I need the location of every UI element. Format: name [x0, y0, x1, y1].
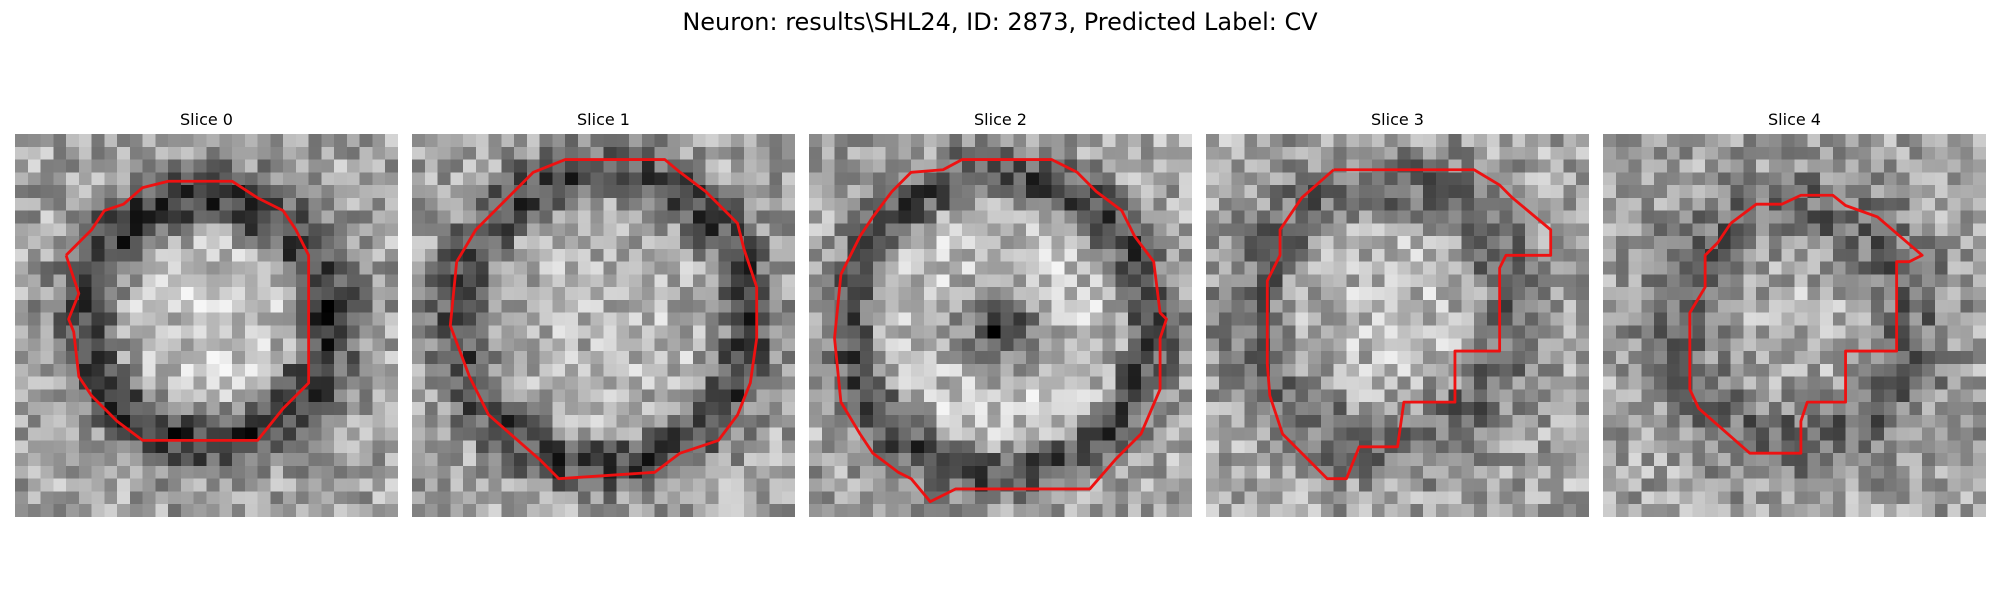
slice-panel-0: Slice 0 — [15, 110, 398, 517]
slice-title: Slice 4 — [1768, 110, 1821, 129]
slice-image — [15, 134, 398, 517]
figure-title: Neuron: results\SHL24, ID: 2873, Predict… — [682, 8, 1318, 36]
slice-title: Slice 1 — [577, 110, 630, 129]
segmentation-contour — [64, 179, 311, 442]
slice-panel-4: Slice 4 — [1603, 110, 1986, 517]
slice-image — [1603, 134, 1986, 517]
slice-image — [412, 134, 795, 517]
segmentation-contour — [448, 158, 759, 481]
slice-panel-2: Slice 2 — [809, 110, 1192, 517]
slice-image — [1206, 134, 1589, 517]
slice-title: Slice 0 — [180, 110, 233, 129]
segmentation-contour — [1265, 168, 1553, 481]
slice-image — [809, 134, 1192, 517]
slice-panel-1: Slice 1 — [412, 110, 795, 517]
slice-title: Slice 3 — [1371, 110, 1424, 129]
segmentation-contour — [1688, 193, 1924, 455]
segmentation-contour — [833, 158, 1168, 504]
slice-title: Slice 2 — [974, 110, 1027, 129]
slice-panel-3: Slice 3 — [1206, 110, 1589, 517]
